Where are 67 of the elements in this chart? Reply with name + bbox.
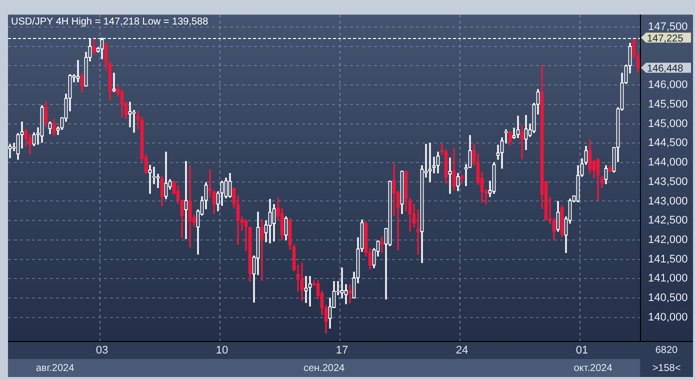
y-tick-label: 147,500 bbox=[648, 21, 688, 34]
y-tick-label: 141,500 bbox=[648, 253, 688, 266]
candlestick bbox=[40, 105, 44, 143]
text: авг.2024 bbox=[36, 362, 75, 374]
y-tick-label: 144,500 bbox=[648, 137, 688, 150]
y-tick-label: 143,500 bbox=[648, 176, 688, 188]
candlestick bbox=[132, 110, 136, 133]
candlestick bbox=[52, 118, 56, 137]
y-tick-label: 145,000 bbox=[648, 118, 688, 130]
candlestick bbox=[428, 142, 432, 182]
text: окт.2024 bbox=[574, 362, 613, 374]
y-tick-label: 143,000 bbox=[648, 195, 688, 208]
candlestick bbox=[508, 130, 512, 146]
y-tick-label: 141,000 bbox=[648, 272, 688, 285]
candlestick bbox=[76, 60, 80, 82]
chart-title: USD/JPY 4H High = 147,218 Low = 139,588 bbox=[11, 16, 209, 28]
candlestick bbox=[460, 174, 464, 184]
x-tick-label: 17 bbox=[336, 344, 348, 357]
candlestick bbox=[112, 72, 116, 92]
candlestick bbox=[560, 205, 564, 238]
candlestick bbox=[268, 198, 272, 244]
x-tick-label: 10 bbox=[216, 344, 228, 357]
candlestick bbox=[300, 262, 304, 302]
candlestick bbox=[456, 173, 460, 192]
candlestick bbox=[340, 267, 344, 298]
ref-line-label: 147,225 bbox=[647, 33, 684, 44]
candlestick bbox=[284, 216, 288, 240]
text: >158< bbox=[652, 362, 681, 374]
candlestick bbox=[308, 276, 312, 306]
y-tick-label: 142,000 bbox=[648, 234, 688, 246]
candlestick bbox=[228, 173, 232, 198]
candlestick bbox=[448, 158, 452, 194]
candlestick bbox=[516, 116, 520, 138]
text: 6820 bbox=[655, 344, 678, 356]
y-tick-label: 142,500 bbox=[648, 214, 688, 227]
candlestick bbox=[160, 176, 164, 206]
x-tick-label: 03 bbox=[96, 344, 108, 357]
x-tick-label: 01 bbox=[576, 344, 588, 357]
candlestick bbox=[608, 164, 612, 173]
candlestick bbox=[164, 152, 168, 200]
candlestick bbox=[184, 161, 188, 240]
candlestick bbox=[520, 124, 524, 159]
candlestick bbox=[436, 152, 440, 174]
y-tick-label: 145,500 bbox=[648, 98, 688, 110]
candlestick bbox=[44, 101, 48, 128]
candlestick bbox=[188, 165, 192, 248]
text: сен.2024 bbox=[303, 362, 345, 374]
y-tick-label: 140,500 bbox=[648, 292, 688, 304]
candlestick bbox=[492, 162, 496, 194]
candlestick bbox=[260, 219, 264, 281]
candlestick bbox=[556, 200, 560, 232]
y-tick-label: 140,000 bbox=[648, 311, 688, 324]
y-tick-label: 144,000 bbox=[648, 156, 688, 169]
y-tick-label: 146,000 bbox=[648, 79, 688, 92]
candlestick bbox=[8, 144, 12, 158]
candlestick bbox=[400, 170, 404, 214]
candlestick bbox=[80, 72, 84, 93]
candlestick bbox=[604, 165, 608, 184]
candlestick bbox=[304, 276, 308, 303]
candlestick bbox=[48, 122, 52, 134]
candlestick bbox=[524, 114, 528, 150]
candlestick bbox=[148, 164, 152, 194]
text: 146,448 bbox=[647, 63, 684, 74]
x-tick-label: 24 bbox=[456, 344, 468, 357]
candlestick bbox=[120, 90, 124, 118]
candlestick bbox=[348, 284, 352, 304]
candlestick bbox=[380, 236, 384, 253]
